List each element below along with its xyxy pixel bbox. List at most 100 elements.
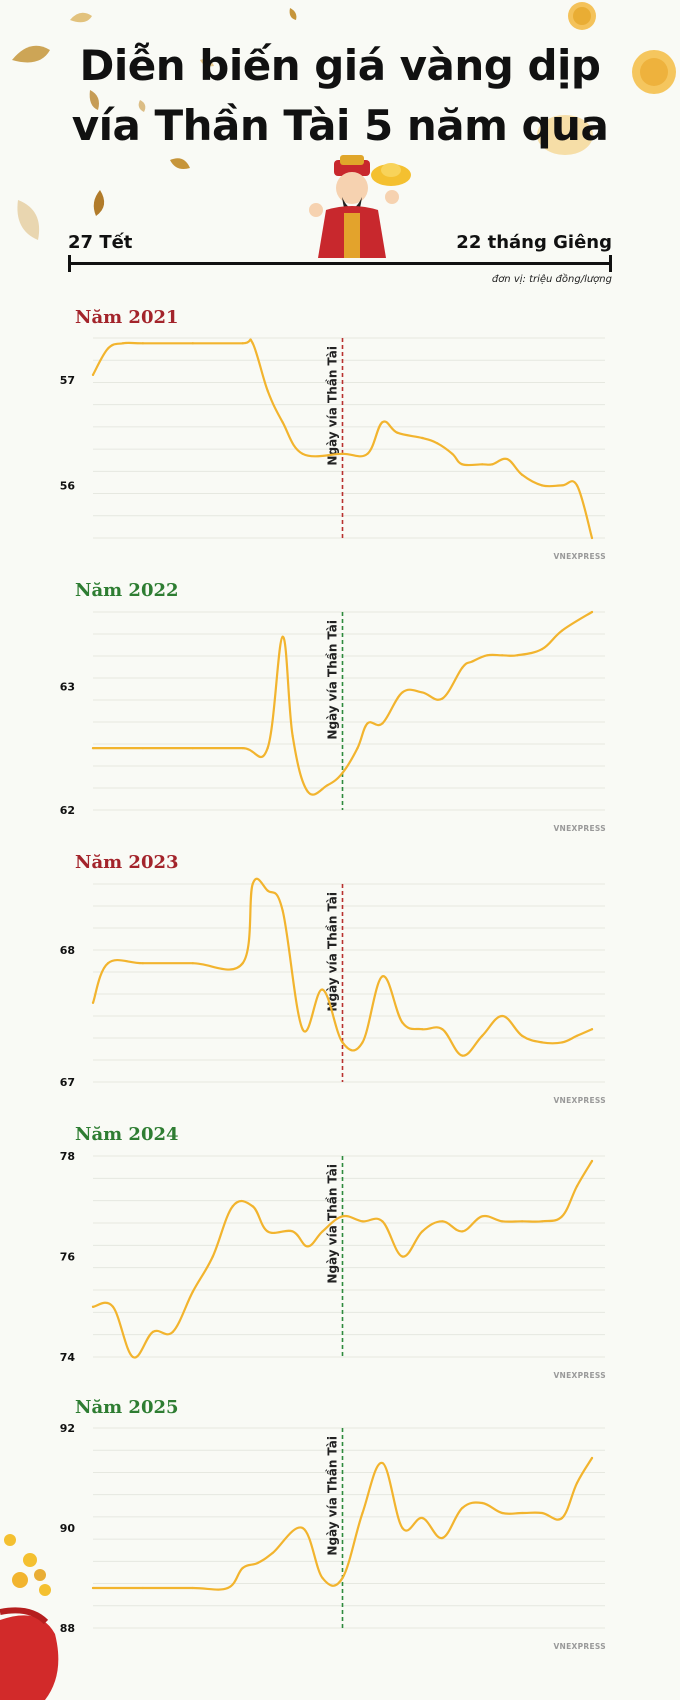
data-point <box>301 1028 304 1031</box>
data-point <box>91 373 95 376</box>
y-tick-label: 88 <box>60 1622 75 1635</box>
data-point <box>421 436 424 440</box>
data-point <box>131 1355 135 1359</box>
y-tick-label: 62 <box>60 804 75 817</box>
data-point <box>401 1526 404 1530</box>
data-point <box>521 1220 524 1223</box>
data-point <box>575 484 579 487</box>
data-point <box>521 1034 524 1037</box>
data-point <box>141 342 144 345</box>
data-point <box>366 452 369 455</box>
y-tick-label: 57 <box>60 374 75 387</box>
data-point <box>91 1001 95 1004</box>
y-tick-label: 63 <box>60 680 75 693</box>
data-point <box>266 389 269 392</box>
marker-label: Ngày vía Thần Tài <box>326 1436 340 1556</box>
data-point <box>366 722 369 725</box>
data-point <box>541 648 544 651</box>
y-tick-label: 68 <box>60 944 75 957</box>
timeline-end-cap <box>609 255 612 272</box>
data-point <box>106 347 110 350</box>
marker-label: Ngày vía Thần Tài <box>326 620 340 740</box>
data-point <box>211 1255 214 1258</box>
data-point <box>541 1220 544 1223</box>
data-point <box>341 1576 344 1580</box>
data-point <box>356 747 359 750</box>
vnexpress-credit: VNEXPRESS <box>553 1096 606 1105</box>
data-point <box>226 1586 229 1590</box>
data-point <box>341 1215 344 1218</box>
data-point <box>560 1516 564 1520</box>
data-point <box>381 421 384 424</box>
confetti-decoration <box>12 2 676 240</box>
data-point <box>171 1330 174 1333</box>
vnexpress-credit: VNEXPRESS <box>553 1642 606 1651</box>
data-point <box>306 1245 309 1248</box>
data-point <box>560 1041 564 1044</box>
timeline-start-cap <box>68 255 71 272</box>
data-point <box>271 1551 274 1555</box>
data-point <box>341 771 344 774</box>
chart-title: Năm 2025 <box>75 1397 179 1418</box>
data-point <box>471 660 474 663</box>
data-point <box>361 1511 364 1515</box>
data-point <box>266 1230 269 1233</box>
data-point <box>381 1220 384 1223</box>
data-point <box>381 975 384 978</box>
data-point <box>321 988 324 991</box>
data-point <box>141 962 144 965</box>
unit-note: đơn vị: triệu đồng/lượng <box>491 274 612 285</box>
data-point <box>441 1028 444 1031</box>
data-point <box>590 610 594 614</box>
data-point <box>241 342 244 345</box>
data-point <box>266 747 269 750</box>
data-point <box>291 1230 294 1233</box>
data-point <box>590 1159 594 1163</box>
data-point <box>516 654 519 657</box>
data-point <box>91 747 95 750</box>
data-point <box>191 747 194 750</box>
data-point <box>191 342 194 345</box>
data-point <box>291 734 294 737</box>
y-tick-label: 76 <box>60 1251 76 1264</box>
title-line-1: Diễn biến giá vàng dịp <box>79 41 602 90</box>
data-point <box>301 452 304 455</box>
y-tick-label: 90 <box>60 1522 76 1535</box>
vnexpress-credit: VNEXPRESS <box>553 552 606 561</box>
data-point <box>421 1230 424 1233</box>
data-point <box>541 1041 544 1044</box>
data-point <box>281 421 284 424</box>
marker-label: Ngày vía Thần Tài <box>326 892 340 1012</box>
data-point <box>441 697 444 700</box>
data-point <box>421 691 424 694</box>
data-point <box>381 722 384 725</box>
data-point <box>441 1536 444 1540</box>
data-point <box>321 1576 324 1580</box>
y-tick-label: 56 <box>60 479 76 492</box>
data-point <box>191 1290 194 1293</box>
data-point <box>481 1215 484 1218</box>
data-point <box>191 962 194 965</box>
data-point <box>121 342 125 345</box>
data-point <box>91 1305 95 1308</box>
data-point <box>590 1028 594 1031</box>
data-point <box>111 1305 115 1308</box>
price-line <box>91 338 594 540</box>
vnexpress-credit: VNEXPRESS <box>553 824 606 833</box>
data-point <box>301 1526 304 1530</box>
data-point <box>151 1330 154 1333</box>
data-point <box>501 654 504 657</box>
data-point <box>575 1185 579 1188</box>
chart-title: Năm 2021 <box>75 307 179 328</box>
data-point <box>560 484 564 487</box>
data-point <box>436 442 439 445</box>
data-point <box>191 1586 194 1590</box>
data-point <box>421 1028 424 1031</box>
timeline-start-label: 27 Tết <box>68 232 133 253</box>
data-point <box>106 962 110 965</box>
money-bag-decoration <box>0 1534 59 1700</box>
data-point <box>521 1511 524 1515</box>
